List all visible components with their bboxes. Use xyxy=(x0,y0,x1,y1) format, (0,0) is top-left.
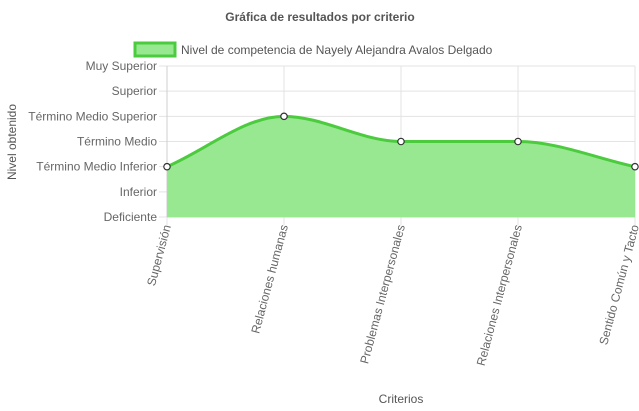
x-tick-label: Problemas Interpersonales xyxy=(357,223,408,365)
x-axis-title: Criterios xyxy=(379,392,424,406)
y-tick-label: Término Medio Superior xyxy=(28,109,157,123)
x-tick-label: Relaciones humanas xyxy=(248,223,291,335)
y-tick-label: Superior xyxy=(112,84,157,98)
y-tick-label: Deficiente xyxy=(104,210,158,224)
chart-title: Gráfica de resultados por criterio xyxy=(225,10,414,24)
x-axis-ticks: Supervisión Relaciones humanas Problemas I… xyxy=(144,223,639,367)
legend[interactable]: Nivel de competencia de Nayely Alejandra… xyxy=(133,41,493,58)
y-tick-label: Término Medio xyxy=(77,135,157,149)
data-point[interactable] xyxy=(514,137,522,146)
data-point[interactable] xyxy=(631,162,639,171)
data-point[interactable] xyxy=(163,162,171,171)
data-points xyxy=(163,112,639,171)
x-tick-label: Sentido Común y Tacto xyxy=(596,223,639,347)
y-tick-label: Inferior xyxy=(120,185,157,199)
y-axis-title: Nivel obtenido xyxy=(5,104,19,180)
y-axis-ticks: Deficiente Inferior Término Medio Inferior… xyxy=(28,59,157,224)
data-point[interactable] xyxy=(397,137,405,146)
x-tick-label: Supervisión xyxy=(144,223,174,287)
legend-swatch[interactable] xyxy=(133,41,177,58)
y-tick-label: Muy Superior xyxy=(86,59,157,73)
legend-label[interactable]: Nivel de competencia de Nayely Alejandra… xyxy=(181,43,493,57)
data-point[interactable] xyxy=(280,112,288,121)
x-tick-label: Relaciones Interpersonales xyxy=(474,223,525,367)
y-tick-label: Término Medio Inferior xyxy=(36,160,157,174)
